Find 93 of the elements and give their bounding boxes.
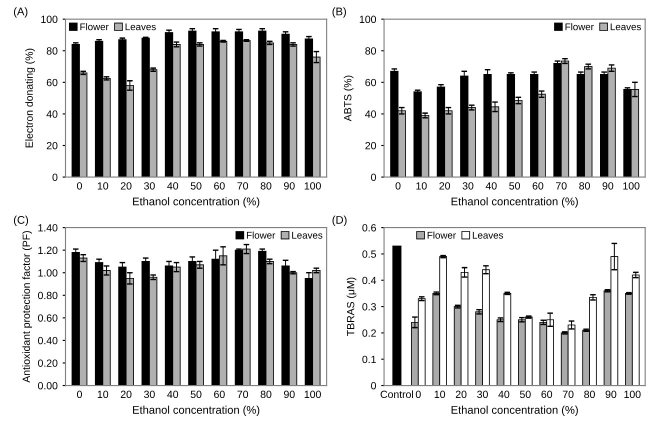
- y-tick-label: 0.20: [38, 359, 58, 367]
- x-tick-label: 80: [260, 390, 272, 398]
- x-tick-label: 60: [214, 182, 225, 190]
- y-tick-label: 0: [52, 174, 58, 181]
- legend-label: Flower: [428, 232, 456, 239]
- y-tick-label: 0.5: [362, 250, 376, 258]
- x-tick-label: 100: [623, 182, 640, 190]
- y-tick-label: 1.20: [38, 246, 58, 254]
- y-tick-label: 40: [46, 110, 58, 118]
- y-tick-label: 0.00: [38, 382, 58, 390]
- x-tick-label: 20: [456, 390, 466, 398]
- x-tick-label: 50: [520, 390, 531, 398]
- y-tick-label: 0.1: [362, 356, 376, 364]
- legend-label: Leaves: [126, 23, 156, 30]
- x-tick-label: 10: [98, 390, 108, 398]
- chart-title: (A): [14, 7, 28, 18]
- chart-title: (B): [332, 7, 346, 18]
- x-tick-label: 0: [77, 390, 82, 398]
- y-tick-label: 100: [360, 16, 376, 24]
- x-tick-label: 10: [434, 390, 446, 398]
- x-axis-title: Ethanol concentration (%): [133, 406, 260, 416]
- x-tick-label: 80: [584, 390, 595, 398]
- x-tick-label: 80: [260, 182, 272, 190]
- x-tick-label: 20: [120, 390, 132, 398]
- legend-label: Leaves: [610, 23, 641, 30]
- y-tick-label: 0.4: [362, 276, 376, 284]
- y-axis-title: ABTS (%): [344, 76, 354, 122]
- legend-label: Flower: [246, 232, 276, 239]
- y-tick-label: 20: [365, 142, 376, 150]
- x-tick-label: 90: [606, 390, 616, 398]
- x-tick-label: 0: [396, 182, 401, 190]
- legend-label: Flower: [566, 23, 594, 30]
- y-tick-label: 0.80: [38, 292, 58, 300]
- x-tick-label: 0: [77, 182, 82, 190]
- x-tick-label: 60: [214, 390, 225, 398]
- y-tick-label: 0.60: [38, 314, 58, 322]
- x-tick-label: 0: [416, 390, 421, 398]
- x-tick-label: 10: [416, 182, 427, 190]
- x-tick-label: 90: [602, 182, 614, 190]
- x-tick-label: Control: [380, 390, 413, 398]
- x-tick-label: 30: [144, 182, 155, 190]
- y-tick-label: 80: [365, 47, 376, 55]
- x-axis-title: Ethanol concentration (%): [452, 406, 578, 416]
- legend-label: Flower: [80, 23, 109, 30]
- x-tick-label: 100: [304, 390, 321, 398]
- y-tick-label: 0.40: [38, 336, 58, 344]
- x-tick-label: 10: [98, 182, 108, 190]
- x-tick-label: 20: [120, 182, 132, 190]
- y-axis-title: TBRAS (μM): [346, 278, 356, 336]
- x-tick-label: 30: [144, 390, 155, 398]
- y-tick-label: 20: [46, 142, 58, 150]
- x-tick-label: 30: [477, 390, 488, 398]
- x-tick-label: 30: [462, 182, 474, 190]
- y-tick-label: 80: [46, 47, 58, 55]
- x-tick-label: 70: [562, 390, 574, 398]
- x-tick-label: 40: [486, 182, 497, 190]
- x-tick-label: 50: [190, 390, 202, 398]
- x-tick-label: 20: [439, 182, 450, 190]
- y-tick-label: 100: [41, 16, 58, 24]
- y-axis-title: Antioxidant protection factor (PF): [22, 231, 32, 383]
- x-tick-label: 40: [167, 390, 178, 398]
- x-tick-label: 100: [624, 390, 641, 398]
- legend-label: Leaves: [472, 232, 504, 239]
- x-tick-label: 40: [167, 182, 178, 190]
- chart-title: (C): [14, 216, 28, 226]
- x-tick-label: 70: [237, 390, 248, 398]
- legend-label: Leaves: [292, 232, 322, 239]
- y-tick-label: 40: [365, 110, 376, 118]
- y-tick-label: 0.3: [362, 303, 376, 310]
- x-tick-label: 100: [304, 182, 321, 190]
- y-tick-label: 0.2: [362, 329, 376, 337]
- y-tick-label: 60: [365, 78, 376, 86]
- x-tick-label: 70: [237, 182, 248, 190]
- y-axis-title: Electron donating (%): [25, 48, 35, 148]
- chart-title: (D): [332, 216, 347, 226]
- y-tick-label: 0: [371, 174, 376, 181]
- x-tick-label: 50: [190, 182, 202, 190]
- x-tick-label: 40: [498, 390, 510, 398]
- bar: [392, 246, 402, 386]
- x-tick-label: 50: [509, 182, 520, 190]
- x-tick-label: 60: [541, 390, 552, 398]
- x-tick-label: 60: [532, 182, 544, 190]
- x-tick-label: 70: [556, 182, 567, 190]
- y-tick-label: 1.00: [38, 269, 58, 277]
- x-tick-label: 90: [284, 390, 295, 398]
- x-tick-label: 80: [579, 182, 590, 190]
- y-tick-label: 60: [46, 78, 58, 86]
- x-axis-title: Ethanol concentration (%): [133, 197, 260, 208]
- y-tick-label: 0: [371, 382, 376, 390]
- x-tick-label: 90: [284, 182, 295, 190]
- y-tick-label: 0.6: [362, 224, 376, 232]
- y-tick-label: 1.40: [38, 224, 58, 232]
- x-axis-title: Ethanol concentration (%): [452, 197, 578, 208]
